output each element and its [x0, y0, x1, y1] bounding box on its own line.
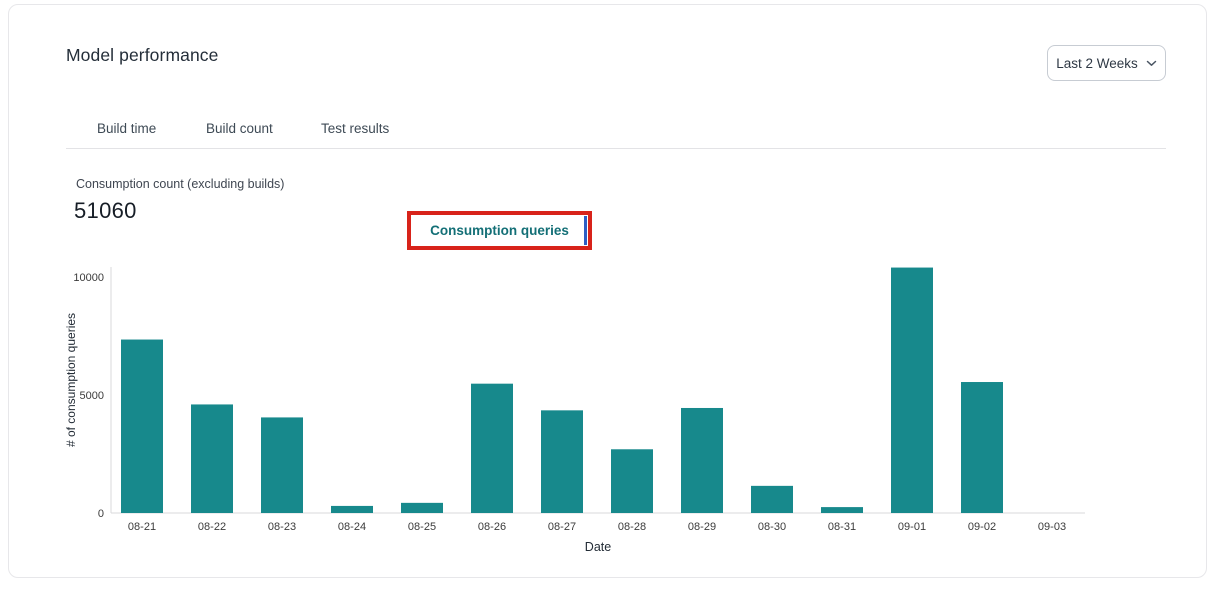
- bar-08-23[interactable]: [261, 417, 303, 513]
- x-tick-label-08-28: 08-28: [618, 521, 646, 533]
- bar-08-22[interactable]: [191, 404, 233, 513]
- time-range-value: Last 2 Weeks: [1056, 55, 1138, 71]
- bar-09-02[interactable]: [961, 382, 1003, 513]
- bar-08-26[interactable]: [471, 383, 513, 513]
- bar-08-25[interactable]: [401, 502, 443, 513]
- tab-build-count[interactable]: Build count: [206, 120, 273, 136]
- x-tick-label-08-29: 08-29: [688, 521, 716, 533]
- x-tick-label-08-22: 08-22: [198, 521, 226, 533]
- y-axis-title: # of consumption queries: [64, 313, 78, 447]
- bar-chart-svg: 0 5000 10000 08-21 08-22 08-23 08-24 08-25 08-26…: [64, 267, 1085, 554]
- x-tick-label-08-25: 08-25: [408, 521, 436, 533]
- x-tick-label-09-03: 09-03: [1038, 521, 1066, 533]
- x-tick-label-08-24: 08-24: [338, 521, 366, 533]
- bar-08-24[interactable]: [331, 505, 373, 513]
- tab-consumption-queries[interactable]: Consumption queries: [430, 223, 569, 238]
- x-tick-label-08-30: 08-30: [758, 521, 786, 533]
- x-tick-label-08-27: 08-27: [548, 521, 576, 533]
- bar-08-29[interactable]: [681, 407, 723, 513]
- tab-bar: Build time Build count Test results Cons…: [9, 108, 1228, 250]
- tab-build-time[interactable]: Build time: [97, 120, 157, 136]
- bar-08-31[interactable]: [821, 507, 863, 513]
- chevron-down-icon: [1146, 60, 1157, 67]
- bar-08-21[interactable]: [121, 339, 163, 513]
- page-title: Model performance: [66, 45, 219, 65]
- x-tick-label-08-21: 08-21: [128, 521, 156, 533]
- x-tick-label-08-31: 08-31: [828, 521, 856, 533]
- x-tick-label-08-23: 08-23: [268, 521, 296, 533]
- time-range-dropdown[interactable]: Last 2 Weeks: [1047, 45, 1166, 81]
- y-tick-label-0: 0: [98, 508, 104, 520]
- metric-value: 51060: [74, 198, 137, 223]
- tab-test-results[interactable]: Test results: [321, 120, 390, 136]
- tab-divider: [66, 148, 1166, 149]
- bar-08-27[interactable]: [541, 410, 583, 513]
- consumption-queries-chart: 0 5000 10000 08-21 08-22 08-23 08-24 08-25 08-26…: [9, 255, 1219, 567]
- annotation-highlight-box: Consumption queries: [407, 211, 592, 250]
- bar-08-30[interactable]: [751, 485, 793, 513]
- dashboard-card: Model performance Last 2 Weeks Build tim…: [8, 4, 1207, 578]
- x-tick-label-09-02: 09-02: [968, 521, 996, 533]
- metric-label: Consumption count (excluding builds): [76, 177, 285, 191]
- x-axis-title: Date: [585, 540, 611, 554]
- active-tab-indicator: [584, 216, 587, 245]
- x-tick-label-08-26: 08-26: [478, 521, 506, 533]
- y-tick-label-5000: 5000: [80, 390, 104, 402]
- bar-08-28[interactable]: [611, 449, 653, 513]
- y-tick-label-10000: 10000: [73, 272, 104, 284]
- bar-09-01[interactable]: [891, 267, 933, 513]
- x-tick-label-09-01: 09-01: [898, 521, 926, 533]
